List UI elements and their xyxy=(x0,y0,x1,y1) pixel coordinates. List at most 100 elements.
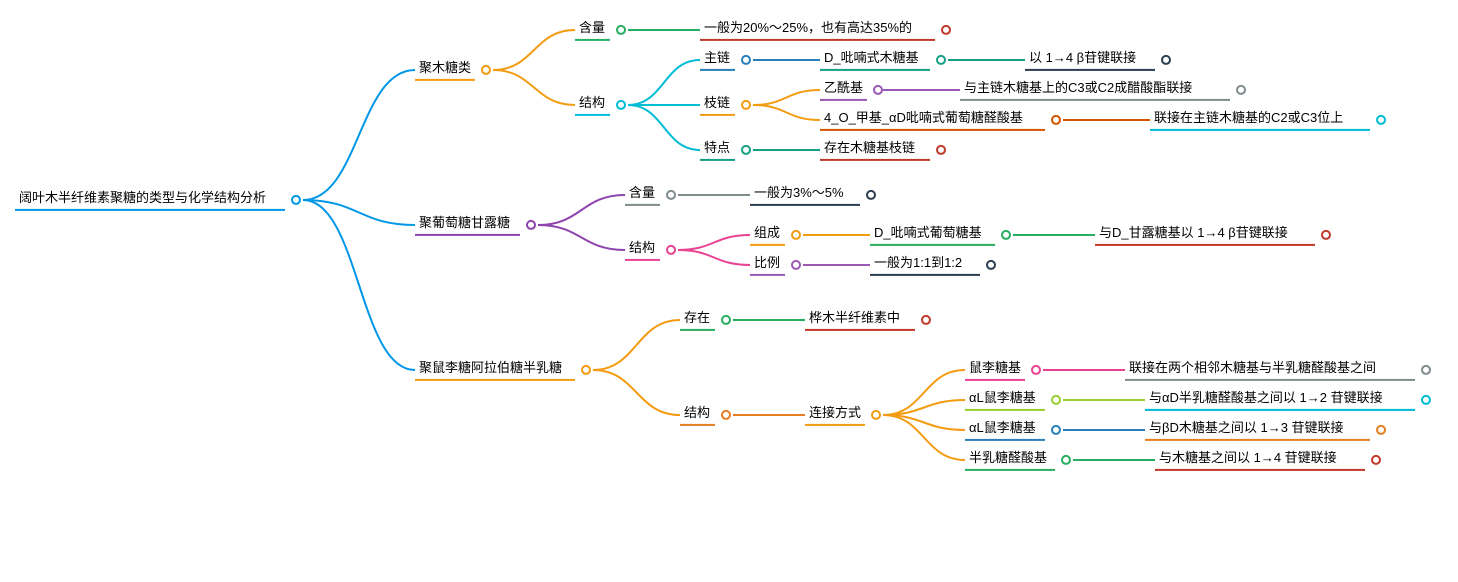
mindmap-node[interactable]: 聚木糖类 xyxy=(415,59,491,81)
node-dot-icon xyxy=(741,100,751,110)
mindmap-node[interactable]: 组成 xyxy=(750,224,801,246)
node-label: 与D_甘露糖基以 1→4 β苷键联接 xyxy=(1095,224,1315,246)
node-label: 一般为20%～25%，也有高达35%的 xyxy=(700,19,935,41)
node-dot-icon xyxy=(721,410,731,420)
node-dot-icon xyxy=(1376,425,1386,435)
mindmap-node[interactable]: 连接方式 xyxy=(805,404,881,426)
node-dot-icon xyxy=(936,145,946,155)
mindmap-node[interactable]: 与βD木糖基之间以 1→3 苷键联接 xyxy=(1145,419,1386,441)
node-dot-icon xyxy=(1001,230,1011,240)
mindmap-node[interactable]: αL鼠李糖基 xyxy=(965,389,1061,411)
node-dot-icon xyxy=(741,145,751,155)
node-dot-icon xyxy=(721,315,731,325)
mindmap-node[interactable]: 半乳糖醛酸基 xyxy=(965,449,1071,471)
node-dot-icon xyxy=(936,55,946,65)
node-dot-icon xyxy=(1421,365,1431,375)
mindmap-node[interactable]: 主链 xyxy=(700,49,751,71)
node-label: 聚葡萄糖甘露糖 xyxy=(415,214,520,236)
node-label: 结构 xyxy=(625,239,660,261)
node-dot-icon xyxy=(666,190,676,200)
mindmap-node[interactable]: 鼠李糖基 xyxy=(965,359,1041,381)
mindmap-node[interactable]: 含量 xyxy=(575,19,626,41)
node-label: 乙酰基 xyxy=(820,79,867,101)
node-dot-icon xyxy=(291,195,301,205)
mindmap-node[interactable]: 结构 xyxy=(680,404,731,426)
mindmap-node[interactable]: 联接在主链木糖基的C2或C3位上 xyxy=(1150,109,1386,131)
node-dot-icon xyxy=(1376,115,1386,125)
mindmap-node[interactable]: 与αD半乳糖醛酸基之间以 1→2 苷键联接 xyxy=(1145,389,1431,411)
node-label: 存在木糖基枝链 xyxy=(820,139,930,161)
node-dot-icon xyxy=(941,25,951,35)
node-label: 半乳糖醛酸基 xyxy=(965,449,1055,471)
mindmap-node[interactable]: 比例 xyxy=(750,254,801,276)
mindmap-node[interactable]: 结构 xyxy=(625,239,676,261)
node-label: 与βD木糖基之间以 1→3 苷键联接 xyxy=(1145,419,1370,441)
node-label: 聚木糖类 xyxy=(415,59,475,81)
mindmap-node[interactable]: 存在木糖基枝链 xyxy=(820,139,946,161)
node-dot-icon xyxy=(1061,455,1071,465)
node-dot-icon xyxy=(581,365,591,375)
mindmap-node[interactable]: αL鼠李糖基 xyxy=(965,419,1061,441)
mindmap-node[interactable]: 乙酰基 xyxy=(820,79,883,101)
mindmap-node[interactable]: 以 1→4 β苷键联接 xyxy=(1025,49,1171,71)
mindmap-node[interactable]: 4_O_甲基_αD吡喃式葡萄糖醛酸基 xyxy=(820,109,1061,131)
node-label: 聚鼠李糖阿拉伯糖半乳糖 xyxy=(415,359,575,381)
mindmap-node[interactable]: 与D_甘露糖基以 1→4 β苷键联接 xyxy=(1095,224,1331,246)
node-label: 含量 xyxy=(625,184,660,206)
node-label: αL鼠李糖基 xyxy=(965,389,1045,411)
node-label: 一般为1:1到1:2 xyxy=(870,254,980,276)
node-dot-icon xyxy=(1051,115,1061,125)
mindmap-node[interactable]: 一般为20%～25%，也有高达35%的 xyxy=(700,19,951,41)
node-dot-icon xyxy=(871,410,881,420)
node-label: 鼠李糖基 xyxy=(965,359,1025,381)
mindmap-node[interactable]: 与木糖基之间以 1→4 苷键联接 xyxy=(1155,449,1381,471)
node-label: 与主链木糖基上的C3或C2成醋酸酯联接 xyxy=(960,79,1230,101)
mindmap-node[interactable]: 存在 xyxy=(680,309,731,331)
mindmap-node[interactable]: 枝链 xyxy=(700,94,751,116)
node-label: 特点 xyxy=(700,139,735,161)
node-dot-icon xyxy=(791,230,801,240)
mindmap-node[interactable]: 一般为1:1到1:2 xyxy=(870,254,996,276)
node-label: 存在 xyxy=(680,309,715,331)
node-dot-icon xyxy=(1051,425,1061,435)
node-label: 连接方式 xyxy=(805,404,865,426)
mindmap-node[interactable]: D_吡喃式葡萄糖基 xyxy=(870,224,1011,246)
node-dot-icon xyxy=(1371,455,1381,465)
node-dot-icon xyxy=(1161,55,1171,65)
mindmap-node[interactable]: 聚鼠李糖阿拉伯糖半乳糖 xyxy=(415,359,591,381)
mindmap-node[interactable]: 一般为3%～5% xyxy=(750,184,876,206)
mindmap-node[interactable]: 阔叶木半纤维素聚糖的类型与化学结构分析 xyxy=(15,189,301,211)
node-label: 联接在两个相邻木糖基与半乳糖醛酸基之间 xyxy=(1125,359,1415,381)
mindmap-node[interactable]: 结构 xyxy=(575,94,626,116)
node-dot-icon xyxy=(866,190,876,200)
node-dot-icon xyxy=(616,100,626,110)
node-label: 阔叶木半纤维素聚糖的类型与化学结构分析 xyxy=(15,189,285,211)
mindmap-node[interactable]: 含量 xyxy=(625,184,676,206)
mindmap-node[interactable]: 聚葡萄糖甘露糖 xyxy=(415,214,536,236)
mindmap-node[interactable]: 特点 xyxy=(700,139,751,161)
mindmap-node[interactable]: 与主链木糖基上的C3或C2成醋酸酯联接 xyxy=(960,79,1246,101)
node-dot-icon xyxy=(526,220,536,230)
node-dot-icon xyxy=(666,245,676,255)
node-dot-icon xyxy=(741,55,751,65)
node-dot-icon xyxy=(616,25,626,35)
node-label: αL鼠李糖基 xyxy=(965,419,1045,441)
node-label: 比例 xyxy=(750,254,785,276)
node-dot-icon xyxy=(1321,230,1331,240)
node-label: 以 1→4 β苷键联接 xyxy=(1025,49,1155,71)
node-label: 结构 xyxy=(680,404,715,426)
node-dot-icon xyxy=(921,315,931,325)
node-dot-icon xyxy=(1031,365,1041,375)
node-dot-icon xyxy=(873,85,883,95)
node-dot-icon xyxy=(791,260,801,270)
node-label: 结构 xyxy=(575,94,610,116)
node-label: 枝链 xyxy=(700,94,735,116)
node-label: 联接在主链木糖基的C2或C3位上 xyxy=(1150,109,1370,131)
node-dot-icon xyxy=(986,260,996,270)
mindmap-node[interactable]: 联接在两个相邻木糖基与半乳糖醛酸基之间 xyxy=(1125,359,1431,381)
mindmap-node[interactable]: D_吡喃式木糖基 xyxy=(820,49,946,71)
node-label: 桦木半纤维素中 xyxy=(805,309,915,331)
mindmap-node[interactable]: 桦木半纤维素中 xyxy=(805,309,931,331)
node-dot-icon xyxy=(1051,395,1061,405)
node-label: 4_O_甲基_αD吡喃式葡萄糖醛酸基 xyxy=(820,109,1045,131)
